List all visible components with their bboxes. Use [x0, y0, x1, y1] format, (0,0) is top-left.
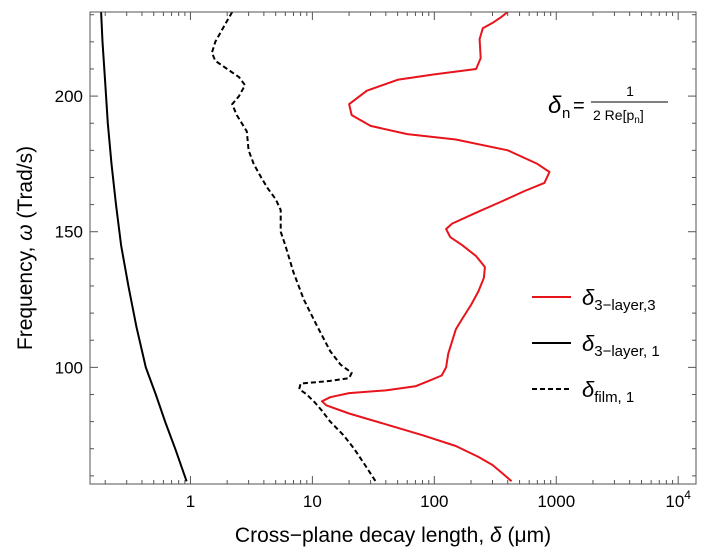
legend-label-2: δfilm, 1 — [582, 377, 634, 406]
x-tick-label-text: 1 — [186, 492, 195, 511]
formula-lhs: δ — [548, 92, 562, 119]
x-tick-label: 1 — [186, 492, 195, 511]
y-axis-title-symbol: ω — [14, 224, 37, 240]
y-tick-label: 100 — [55, 358, 83, 377]
formula-denominator: 2 Re[pn] — [593, 107, 644, 126]
x-tick-label: 1000 — [537, 492, 575, 511]
x-axis-title: Cross−plane decay length, δ (μm) — [235, 524, 551, 547]
y-tick-label: 200 — [55, 87, 83, 106]
x-tick-label-text: 1000 — [537, 492, 575, 511]
series-line-2 — [210, 12, 377, 482]
x-tick-label: 100 — [420, 492, 448, 511]
formula-lhs-subscript: n — [562, 105, 570, 122]
series-line-0 — [321, 12, 551, 483]
formula-denominator-main: 2 Re[p — [593, 107, 634, 123]
y-axis-title-prefix: Frequency, — [14, 241, 37, 350]
series-line-1 — [100, 12, 188, 482]
y-axis-title-suffix: (Trad/s) — [14, 146, 37, 225]
legend-subscript: film, 1 — [594, 389, 634, 406]
formula-numerator: 1 — [626, 83, 634, 99]
formula-denominator-subscript: n — [634, 115, 640, 126]
formula-annotation: δ n = 1 2 Re[pn] — [548, 83, 668, 126]
x-tick-label: 10 — [303, 492, 322, 511]
x-axis-title-symbol: δ — [490, 524, 502, 547]
legend-subscript: 3−layer, 1 — [594, 343, 659, 360]
plot-frame — [89, 11, 697, 485]
x-tick-label-text: 10 — [303, 492, 322, 511]
x-tick-label: 104 — [665, 488, 691, 511]
x-tick-label-exponent: 4 — [684, 488, 691, 502]
x-axis-title-prefix: Cross−plane decay length, — [235, 524, 490, 547]
y-axis-title: Frequency, ω (Trad/s) — [14, 146, 37, 350]
y-tick-label: 150 — [55, 223, 83, 242]
x-tick-label-text: 100 — [420, 492, 448, 511]
legend-label-0: δ3−layer,3 — [582, 285, 656, 314]
legend-symbol: δ — [582, 285, 595, 310]
x-tick-label-text: 10 — [665, 492, 684, 511]
formula-denominator-end: ] — [640, 107, 644, 123]
legend-symbol: δ — [582, 331, 595, 356]
legend-symbol: δ — [582, 377, 595, 402]
formula-equals: = — [573, 95, 585, 117]
legend-label-1: δ3−layer, 1 — [582, 331, 660, 360]
legend-subscript: 3−layer,3 — [594, 297, 655, 314]
x-axis-title-suffix: (μm) — [502, 524, 551, 547]
